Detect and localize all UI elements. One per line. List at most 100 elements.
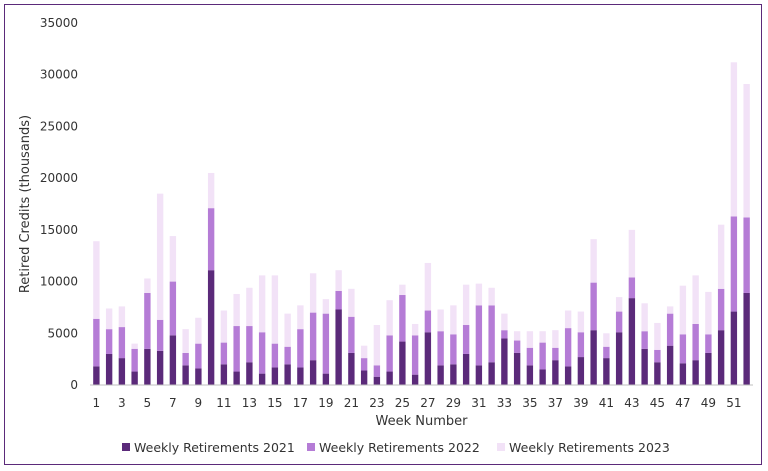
bar-segment-series-3 — [105, 308, 113, 330]
bar-segment-series-3 — [501, 313, 508, 331]
bar-segment-series-1 — [233, 371, 240, 385]
bar-segment-series-1 — [93, 366, 100, 385]
bar-segment-series-1 — [462, 353, 470, 385]
bar-segment-series-1 — [411, 374, 419, 385]
y-tick-label: 20000 — [40, 171, 78, 185]
bar-segment-series-3 — [399, 284, 406, 296]
x-tick-label: 15 — [267, 396, 282, 410]
x-tick-label: 49 — [701, 396, 716, 410]
bar-segment-series-2 — [284, 346, 291, 365]
bar-segment-series-1 — [552, 360, 559, 385]
y-tick-label: 30000 — [40, 68, 78, 82]
bar-segment-series-2 — [552, 347, 559, 361]
bar-segment-series-1 — [144, 348, 151, 385]
bar-segment-series-3 — [679, 285, 687, 335]
bar-segment-series-1 — [220, 364, 228, 385]
bar-segment-series-3 — [297, 305, 304, 330]
bar-segment-series-2 — [526, 347, 534, 366]
x-tick-label: 11 — [216, 396, 231, 410]
bar-segment-series-1 — [156, 350, 164, 385]
bar-segment-series-2 — [156, 319, 164, 351]
bar-segment-series-1 — [590, 330, 597, 385]
x-axis-ticks: 1 3 5 7 9 11 13 15 17 19 21 23 25 27 29 31 33 35 37 39 41 43 4… — [93, 396, 742, 410]
x-tick-label: 43 — [624, 396, 639, 410]
bar-segment-series-2 — [692, 323, 699, 361]
x-tick-label: 3 — [118, 396, 126, 410]
bar-segment-series-1 — [501, 338, 508, 385]
x-tick-label: 37 — [548, 396, 563, 410]
bar-segment-series-3 — [730, 62, 738, 217]
x-tick-label: 1 — [93, 396, 101, 410]
bar-segment-series-2 — [258, 332, 266, 374]
bar-segment-series-2 — [615, 311, 623, 333]
bar-segment-series-2 — [144, 292, 151, 349]
bar-segment-series-1 — [207, 270, 215, 385]
bar-segment-series-1 — [348, 352, 355, 385]
bar-segment-series-2 — [118, 327, 126, 359]
bar-segment-series-2 — [322, 313, 330, 374]
bar-segment-series-3 — [93, 241, 100, 319]
bar-segment-series-1 — [679, 363, 687, 385]
bar-segment-series-3 — [539, 331, 546, 343]
bar-segment-series-2 — [730, 216, 738, 312]
bar-segment-series-2 — [233, 326, 240, 372]
bar-segment-series-3 — [488, 287, 495, 306]
bar-segment-series-3 — [462, 284, 470, 326]
bar-segment-series-3 — [411, 323, 419, 336]
bar-segment-series-2 — [93, 318, 100, 367]
bar-segment-series-3 — [322, 299, 330, 314]
bar-segment-series-1 — [539, 369, 546, 385]
bar-segment-series-1 — [654, 362, 661, 385]
x-axis-label: Week Number — [376, 414, 469, 429]
bar-segment-series-2 — [182, 352, 189, 366]
bar-segment-series-2 — [246, 326, 253, 363]
y-tick-label: 15000 — [40, 223, 78, 237]
x-tick-label: 33 — [497, 396, 512, 410]
bar-segment-series-3 — [705, 291, 712, 335]
bar-segment-series-3 — [552, 330, 559, 348]
bar-segment-series-1 — [271, 367, 279, 385]
legend-swatch — [497, 443, 505, 451]
bar-segment-series-3 — [169, 236, 177, 282]
bar-segment-series-3 — [424, 262, 432, 311]
legend-label: Weekly Retirements 2021 — [134, 440, 295, 455]
bar-segment-series-3 — [195, 317, 202, 344]
bar-segment-series-2 — [679, 334, 687, 364]
bar-segment-series-3 — [258, 275, 266, 333]
bar-segment-series-2 — [564, 328, 572, 367]
bar-segment-series-1 — [666, 345, 674, 385]
bar-segment-series-2 — [628, 277, 636, 299]
x-tick-label: 9 — [195, 396, 203, 410]
bar-segment-series-2 — [220, 342, 228, 365]
legend: Weekly Retirements 2021 Weekly Retirement… — [122, 440, 670, 455]
bar-segment-series-3 — [348, 288, 355, 317]
bar-segment-series-2 — [603, 346, 610, 359]
bar-segment-series-2 — [450, 334, 457, 365]
y-axis-ticks: 0 5000 10000 15000 20000 25000 30000 35000 — [40, 16, 78, 392]
bar-segment-series-3 — [641, 303, 648, 332]
bar-segment-series-1 — [399, 341, 406, 385]
y-tick-label: 0 — [70, 378, 78, 392]
bar-segment-series-2 — [501, 330, 508, 339]
bar-segment-series-2 — [654, 349, 661, 363]
bar-segment-series-3 — [450, 305, 457, 335]
bar-segment-series-1 — [118, 358, 126, 385]
bar-segment-series-1 — [615, 332, 623, 385]
bar-segment-series-1 — [322, 373, 330, 385]
x-tick-label: 31 — [471, 396, 486, 410]
x-tick-label: 51 — [726, 396, 741, 410]
bar-segment-series-2 — [475, 305, 483, 366]
bar-segment-series-1 — [105, 353, 113, 385]
bar-segment-series-2 — [743, 217, 750, 293]
bar-segment-series-2 — [335, 290, 342, 310]
bar-segment-series-3 — [309, 273, 317, 313]
bar-segment-series-2 — [348, 316, 355, 353]
bar-segment-series-2 — [207, 208, 215, 271]
bar-segment-series-1 — [297, 367, 304, 385]
bar-segment-series-3 — [526, 331, 534, 348]
x-tick-label: 21 — [344, 396, 359, 410]
bar-segment-series-3 — [692, 275, 699, 324]
bar-segment-series-1 — [603, 358, 610, 385]
bar-segment-series-3 — [615, 297, 623, 312]
